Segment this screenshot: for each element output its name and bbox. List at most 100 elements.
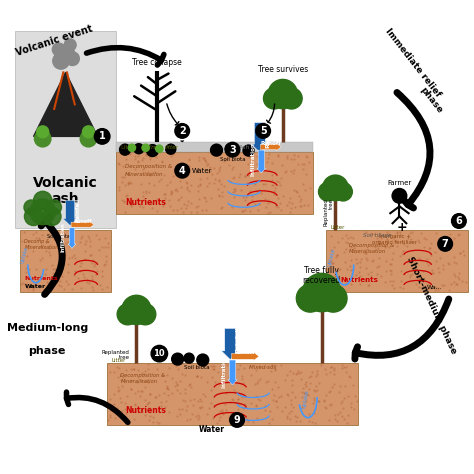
Point	[82, 247, 89, 255]
Point	[365, 281, 373, 289]
Point	[101, 243, 109, 250]
Point	[382, 237, 390, 245]
Point	[257, 152, 265, 160]
Point	[113, 404, 121, 412]
Point	[241, 403, 248, 410]
Point	[36, 236, 43, 243]
Point	[232, 398, 239, 406]
Point	[105, 417, 112, 424]
Point	[55, 281, 62, 289]
Point	[238, 207, 246, 215]
Point	[388, 267, 395, 275]
Circle shape	[34, 191, 52, 210]
Circle shape	[323, 175, 348, 201]
Point	[331, 283, 339, 291]
Point	[118, 399, 125, 406]
Point	[171, 186, 179, 193]
Point	[345, 392, 352, 400]
Point	[141, 396, 148, 403]
Point	[182, 204, 190, 212]
Point	[268, 176, 275, 183]
Point	[282, 168, 289, 175]
Point	[341, 382, 349, 390]
FancyArrow shape	[68, 228, 76, 248]
Point	[142, 189, 150, 197]
Point	[114, 373, 122, 381]
Point	[264, 197, 272, 204]
Point	[328, 383, 336, 391]
Point	[88, 275, 96, 283]
Point	[375, 239, 383, 246]
Point	[287, 155, 295, 163]
Point	[225, 416, 233, 424]
Point	[290, 403, 297, 410]
Point	[122, 192, 129, 200]
Circle shape	[146, 145, 158, 156]
Point	[58, 248, 66, 255]
Point	[145, 170, 152, 178]
Bar	[107, 363, 358, 425]
Point	[150, 181, 157, 189]
Point	[298, 389, 306, 396]
Circle shape	[264, 88, 284, 109]
Point	[210, 164, 218, 172]
Point	[264, 200, 272, 207]
Point	[284, 392, 292, 399]
Point	[399, 247, 407, 255]
Point	[199, 362, 207, 370]
Point	[289, 376, 296, 383]
Point	[203, 161, 211, 169]
Point	[121, 399, 128, 407]
Point	[98, 267, 106, 275]
Point	[287, 401, 294, 408]
Point	[296, 202, 304, 210]
Text: phase: phase	[419, 85, 445, 115]
Point	[155, 177, 163, 185]
Point	[219, 410, 227, 418]
Point	[19, 279, 27, 286]
Point	[248, 196, 256, 203]
Point	[398, 238, 405, 246]
Point	[57, 246, 65, 253]
Point	[93, 267, 101, 274]
Point	[134, 387, 141, 395]
Point	[243, 179, 251, 187]
Point	[333, 418, 340, 425]
Point	[131, 166, 139, 173]
Point	[36, 256, 44, 264]
Point	[285, 410, 293, 417]
Point	[273, 403, 281, 410]
Point	[361, 249, 369, 257]
Point	[169, 374, 176, 382]
Text: Nutrients: Nutrients	[25, 276, 58, 281]
Point	[340, 416, 348, 423]
Point	[374, 245, 382, 252]
Point	[326, 387, 334, 394]
Point	[141, 411, 148, 419]
Point	[131, 153, 139, 160]
Point	[387, 261, 394, 268]
Point	[76, 262, 83, 270]
Point	[326, 416, 333, 424]
Point	[383, 228, 391, 236]
Point	[329, 285, 337, 292]
Point	[298, 403, 306, 411]
Point	[274, 383, 282, 391]
Point	[249, 419, 256, 426]
Point	[431, 286, 438, 294]
Point	[118, 376, 125, 383]
Point	[440, 281, 448, 289]
Point	[292, 417, 300, 424]
Point	[426, 245, 434, 252]
Point	[197, 395, 204, 402]
Point	[220, 182, 228, 190]
Circle shape	[268, 80, 298, 109]
Point	[186, 416, 194, 423]
Point	[387, 266, 394, 273]
Text: Soil tillage: Soil tillage	[363, 233, 392, 238]
Text: 2: 2	[179, 126, 186, 136]
Point	[162, 377, 169, 385]
Bar	[326, 230, 468, 292]
Point	[362, 264, 370, 272]
Point	[398, 250, 406, 257]
